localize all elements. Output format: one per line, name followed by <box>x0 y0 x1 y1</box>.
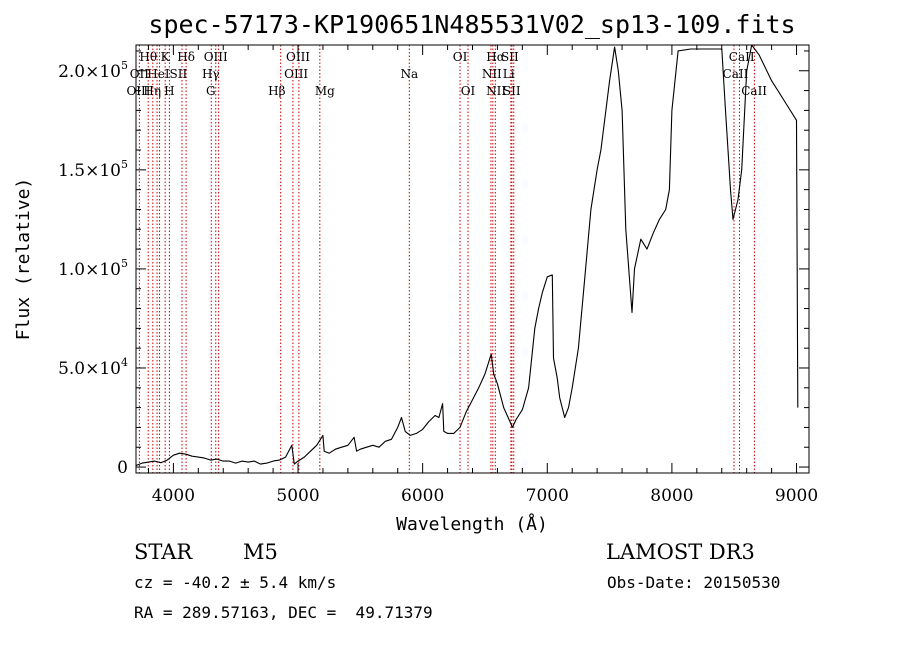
y-tick-label-group: 51.0×10 <box>58 257 128 280</box>
line-marker-label-16: Na <box>400 67 418 81</box>
line-markers <box>138 45 755 473</box>
line-marker-label-23: Li <box>503 67 515 81</box>
y-tick-mantissa: 5.0×10 <box>58 359 121 379</box>
line-marker-label-5: HeI <box>147 67 170 81</box>
y-tick-mantissa: 2.0×10 <box>58 62 121 82</box>
chart-title: spec-57173-KP190651N485531V02_sp13-109.f… <box>148 10 795 39</box>
line-marker-label-10: Hγ <box>202 67 220 81</box>
line-marker-label-7: Hδ <box>177 50 195 64</box>
series-layer <box>135 44 799 467</box>
line-marker-label-13: OIII <box>286 50 310 64</box>
line-marker-label-11: G <box>206 84 216 98</box>
survey-name: LAMOST DR3 <box>606 540 755 564</box>
line-marker-label-20: NII <box>482 67 502 81</box>
y-tick-exponent: 5 <box>121 158 128 171</box>
y-tick-exponent: 4 <box>121 356 128 369</box>
x-axis-label: Wavelength (Å) <box>396 513 548 535</box>
line-marker-label-27: CaII <box>741 84 767 98</box>
y-tick-label-group: 45.0×10 <box>58 356 128 379</box>
line-marker-label-22: SII <box>501 50 519 64</box>
line-marker-label-4: K <box>161 50 171 64</box>
x-tick-label-9000: 9000 <box>775 486 818 506</box>
object-subclass: M5 <box>243 540 278 564</box>
line-marker-label-12: Hβ <box>268 84 285 98</box>
series-line-spectrum <box>135 44 799 467</box>
line-marker-label-24: SII <box>503 84 521 98</box>
x-tick-label-7000: 7000 <box>526 486 569 506</box>
line-marker-label-15: Mg <box>315 84 335 98</box>
line-marker-label-6: H <box>164 84 174 98</box>
y-tick-label-group: 52.0×10 <box>58 59 128 82</box>
plot-frame <box>135 44 810 474</box>
x-tick-label-8000: 8000 <box>650 486 693 506</box>
line-marker-label-9: OIII <box>204 50 228 64</box>
line-marker-label-8: SII <box>170 67 188 81</box>
line-marker-label-0: Hθ <box>139 50 157 64</box>
x-tick-label-4000: 4000 <box>152 486 195 506</box>
y-tick-exponent: 5 <box>121 257 128 270</box>
redshift-readout: cz = -40.2 ± 5.4 km/s <box>134 573 337 592</box>
y-tick-exponent: 5 <box>121 59 128 72</box>
coordinates-readout: RA = 289.57163, DEC = 49.71379 <box>134 603 433 622</box>
x-tick-label-6000: 6000 <box>401 486 444 506</box>
object-class: STAR <box>134 540 193 564</box>
line-marker-label-21: NII <box>486 84 506 98</box>
y-tick-mantissa: 1.0×10 <box>58 260 121 280</box>
line-marker-label-3: Hη <box>143 84 161 98</box>
obs-date: Obs-Date: 20150530 <box>607 573 781 592</box>
y-axis-label: Flux (relative) <box>13 178 34 341</box>
y-tick-mantissa: 0 <box>117 458 128 478</box>
x-tick-label-5000: 5000 <box>276 486 319 506</box>
line-marker-label-19: Hα <box>486 50 505 64</box>
x-ticks: 4000 5000 6000 7000 8000 9000 <box>147 45 818 506</box>
y-tick-label-group: 0 <box>117 458 128 478</box>
y-tick-mantissa: 1.5×10 <box>58 161 121 181</box>
line-marker-label-26: CaII <box>723 67 749 81</box>
line-marker-label-17: OI <box>453 50 468 64</box>
line-marker-label-18: OI <box>461 84 476 98</box>
y-tick-label-group: 51.5×10 <box>58 158 128 181</box>
line-marker-label-25: CaII <box>729 50 755 64</box>
line-marker-label-14: OIII <box>284 67 308 81</box>
